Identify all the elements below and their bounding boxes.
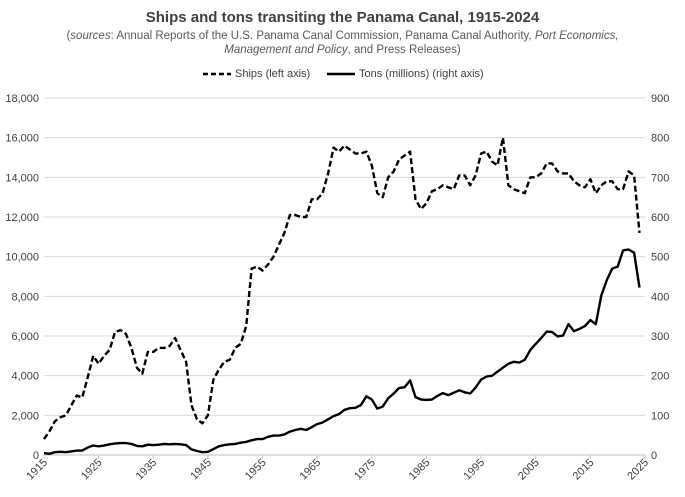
subtitle-part: , and Press Releases) bbox=[347, 44, 461, 56]
subtitle-part: : Annual Reports of the U.S. Panama Cana… bbox=[110, 30, 535, 42]
chart-subtitle: (sources: Annual Reports of the U.S. Pan… bbox=[40, 29, 645, 57]
subtitle-part: sources bbox=[70, 30, 111, 42]
series-line-tons bbox=[43, 248, 641, 455]
y-right-tick-label: 100 bbox=[651, 410, 669, 422]
x-tick-label: 1925 bbox=[79, 457, 105, 483]
y-left-tick-label: 16,000 bbox=[5, 133, 39, 145]
legend-swatch-solid bbox=[327, 72, 355, 76]
legend-item-ships: Ships (left axis) bbox=[203, 68, 310, 80]
y-right-tick-label: 600 bbox=[651, 212, 669, 224]
y-right-tick-label: 400 bbox=[651, 291, 669, 303]
y-right-tick-label: 300 bbox=[651, 331, 669, 343]
y-right-tick-label: 800 bbox=[651, 133, 669, 145]
y-right-tick-label: 200 bbox=[651, 371, 669, 383]
y-right-tick-label: 500 bbox=[651, 252, 669, 264]
x-tick-label: 2025 bbox=[625, 457, 651, 483]
legend: Ships (left axis) Tons (millions) (right… bbox=[0, 68, 685, 82]
legend-item-tons: Tons (millions) (right axis) bbox=[327, 68, 484, 80]
y-left-tick-label: 4,000 bbox=[11, 371, 39, 383]
x-tick-label: 1915 bbox=[24, 457, 50, 483]
x-tick-label: 2005 bbox=[516, 457, 542, 483]
legend-label-ships: Ships (left axis) bbox=[235, 68, 311, 80]
y-left-tick-label: 8,000 bbox=[11, 291, 39, 303]
y-left-tick-label: 14,000 bbox=[5, 172, 39, 184]
x-tick-label: 1995 bbox=[461, 457, 487, 483]
legend-swatch-dashed bbox=[203, 72, 231, 76]
x-tick-label: 1965 bbox=[298, 457, 324, 483]
y-left-tick-label: 0 bbox=[33, 450, 39, 462]
legend-label-tons: Tons (millions) (right axis) bbox=[359, 68, 484, 80]
y-right-tick-label: 700 bbox=[651, 172, 669, 184]
x-tick-label: 1985 bbox=[407, 457, 433, 483]
y-left-tick-label: 6,000 bbox=[11, 331, 39, 343]
x-tick-label: 1945 bbox=[188, 457, 214, 483]
y-left-tick-label: 18,000 bbox=[5, 93, 39, 105]
y-left-tick-label: 12,000 bbox=[5, 212, 39, 224]
y-left-tick-label: 2,000 bbox=[11, 410, 39, 422]
x-tick-label: 1935 bbox=[134, 457, 160, 483]
series-line-ships bbox=[43, 136, 641, 440]
x-tick-label: 1955 bbox=[243, 457, 269, 483]
chart-title: Ships and tons transiting the Panama Can… bbox=[145, 9, 540, 26]
subtitle-part: ( bbox=[66, 30, 71, 42]
y-right-tick-label: 900 bbox=[651, 93, 669, 105]
y-left-tick-label: 10,000 bbox=[5, 252, 39, 264]
subtitle-part: Port Economics, Management and Policy bbox=[224, 30, 619, 56]
y-right-tick-label: 0 bbox=[651, 450, 657, 462]
x-tick-label: 2015 bbox=[571, 457, 597, 483]
x-tick-label: 1975 bbox=[352, 457, 378, 483]
